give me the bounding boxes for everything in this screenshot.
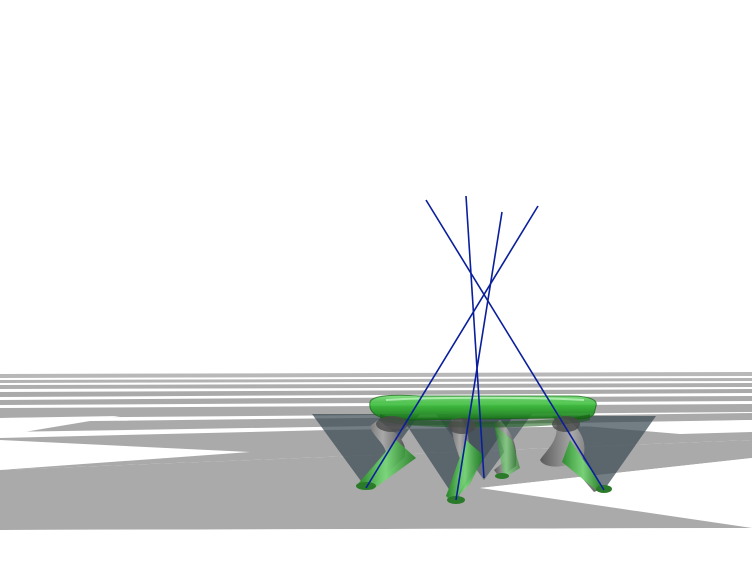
ground-tile <box>0 416 120 436</box>
force-line <box>365 205 539 489</box>
contact-force-lines <box>365 195 605 501</box>
ghost-leg <box>446 440 484 502</box>
ghost-leg <box>562 440 604 490</box>
ghost-leg <box>494 424 520 478</box>
ground-tile <box>0 389 752 397</box>
force-line <box>455 211 503 501</box>
foot <box>356 482 376 490</box>
ground-tile <box>0 440 250 470</box>
hip-joint <box>552 416 580 432</box>
robot-body-shading <box>380 414 590 428</box>
leg-front-left <box>360 420 406 486</box>
ground-tile <box>0 383 752 389</box>
ground-tile <box>0 372 752 378</box>
ground-tile <box>0 528 752 585</box>
robot-body-highlight <box>385 396 585 401</box>
force-line <box>465 195 485 479</box>
ground-tile <box>480 458 752 496</box>
hip-joint <box>376 416 408 432</box>
force-line <box>425 199 605 491</box>
robot-legs-ghost <box>356 424 604 502</box>
ghost-leg <box>356 440 416 490</box>
foot <box>495 473 509 479</box>
ground-tile <box>0 378 752 383</box>
hip-joint <box>448 418 476 434</box>
